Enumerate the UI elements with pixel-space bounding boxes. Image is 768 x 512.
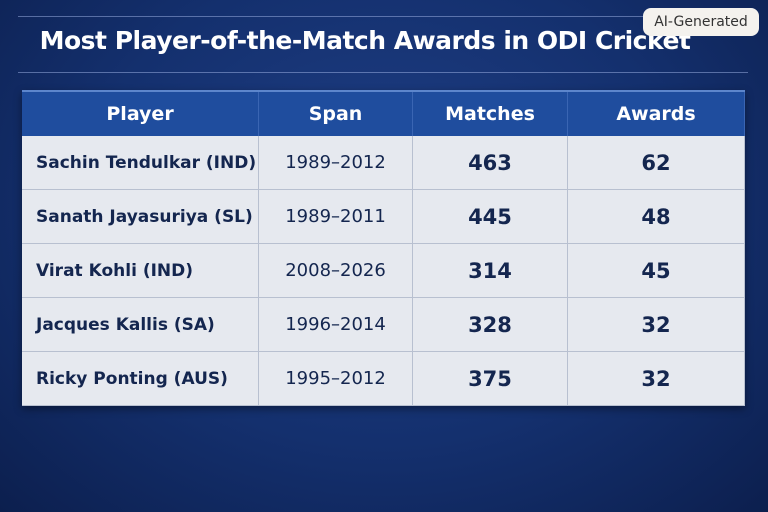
table-cell: 1989–2011 (258, 189, 413, 244)
table-cell: Virat Kohli (IND) (22, 243, 260, 298)
table: Player Span Matches Awards Sachin Tendulkar… (22, 90, 745, 406)
table-cell: 45 (567, 243, 745, 298)
table-row: Jacques Kallis (SA) 1996–2014 328 32 (22, 297, 745, 352)
table-cell: Ricky Ponting (AUS) (22, 351, 260, 406)
table-cell: 62 (567, 136, 745, 190)
table-cell: 328 (412, 297, 569, 352)
table-cell: Jacques Kallis (SA) (22, 297, 260, 352)
table-row: Sanath Jayasuriya (SL) 1989–2011 445 48 (22, 189, 745, 244)
table-cell: 48 (567, 189, 745, 244)
header-row: Player Span Matches Awards (22, 90, 745, 136)
column-header: Player (22, 90, 260, 136)
table-row: Sachin Tendulkar (IND) 1989–2012 463 62 (22, 136, 745, 190)
table-cell: 375 (412, 351, 569, 406)
table-cell: Sachin Tendulkar (IND) (22, 136, 260, 190)
table-row: Ricky Ponting (AUS) 1995–2012 375 32 (22, 351, 745, 406)
table-cell: 32 (567, 351, 745, 406)
table-cell: 1995–2012 (258, 351, 413, 406)
divider (18, 16, 748, 17)
badge: AI-Generated (643, 8, 759, 36)
table-cell: 32 (567, 297, 745, 352)
table-cell: 2008–2026 (258, 243, 413, 298)
column-header: Matches (412, 90, 569, 136)
table-cell: 463 (412, 136, 569, 190)
table-row: Virat Kohli (IND) 2008–2026 314 45 (22, 243, 745, 298)
column-header: Span (258, 90, 413, 136)
table-cell: Sanath Jayasuriya (SL) (22, 189, 260, 244)
table-cell: 445 (412, 189, 569, 244)
table-cell: 1989–2012 (258, 136, 413, 190)
column-header: Awards (567, 90, 745, 136)
title: Most Player-of-the-Match Awards in ODI C… (39, 26, 691, 55)
divider (18, 72, 748, 73)
table-body: Sachin Tendulkar (IND) 1989–2012 463 62 Sana… (22, 136, 745, 406)
table-cell: 1996–2014 (258, 297, 413, 352)
table-cell: 314 (412, 243, 569, 298)
